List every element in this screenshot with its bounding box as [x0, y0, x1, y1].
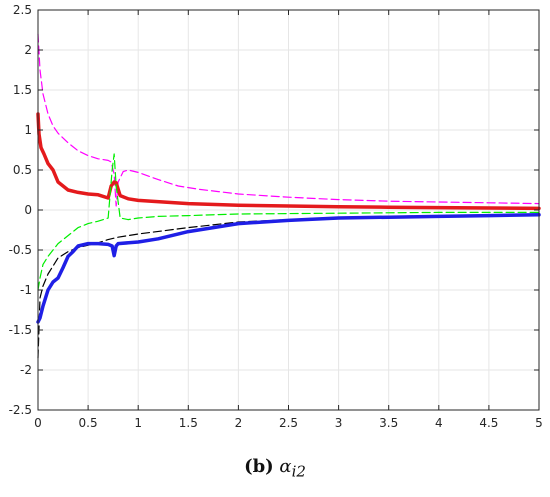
series-line-2 — [36, 112, 541, 211]
x-tick-label: 2 — [235, 416, 243, 430]
y-tick-label: -2.5 — [9, 403, 32, 417]
x-tick-label: 3 — [335, 416, 343, 430]
x-tick-label: 1.5 — [179, 416, 198, 430]
x-tick-label: 0 — [34, 416, 42, 430]
y-tick-label: -2 — [20, 363, 32, 377]
figure-caption: (b) αi2 — [0, 456, 550, 481]
y-tick-label: -1 — [20, 283, 32, 297]
y-tick-label: 1.5 — [13, 83, 32, 97]
x-tick-label: 1 — [134, 416, 142, 430]
x-tick-label: 4 — [435, 416, 443, 430]
tick-marks — [37, 9, 540, 411]
x-tick-label: 3.5 — [379, 416, 398, 430]
x-tick-label: 2.5 — [279, 416, 298, 430]
series-line-1 — [37, 33, 540, 207]
series-line-5 — [36, 213, 541, 324]
y-tick-label: 2 — [24, 43, 32, 57]
x-tick-label: 5 — [535, 416, 543, 430]
x-tick-label: 4.5 — [479, 416, 498, 430]
y-tick-label: 1 — [24, 123, 32, 137]
y-tick-label: -0.5 — [9, 243, 32, 257]
caption-subscript: i2 — [291, 462, 306, 481]
caption-symbol: α — [279, 456, 292, 477]
y-tick-label: 0.5 — [13, 163, 32, 177]
series-line-3 — [37, 153, 540, 291]
series-layer — [36, 33, 541, 359]
y-tick-label: 2.5 — [13, 3, 32, 17]
y-tick-label: 0 — [24, 203, 32, 217]
y-tick-label: -1.5 — [9, 323, 32, 337]
y-tick-labels: 2.5 2 1.5 1 0.5 0 -0.5 -1 -1.5 -2 -2.5 — [9, 3, 32, 417]
x-tick-labels: 0 0.5 1 1.5 2 2.5 3 3.5 4 4.5 5 — [34, 416, 543, 430]
caption-label: (b) — [244, 456, 274, 477]
x-tick-label: 0.5 — [79, 416, 98, 430]
